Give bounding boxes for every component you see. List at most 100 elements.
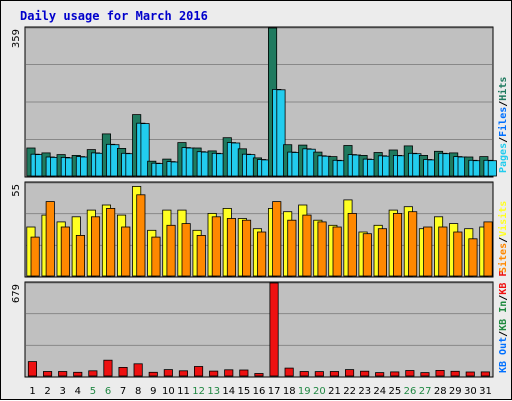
bar-sites	[241, 219, 252, 277]
legend: KB Out/KB In/KB F	[498, 271, 509, 373]
bar-sites	[468, 238, 478, 277]
bar-sites	[91, 216, 101, 277]
x-tick-label: 2	[44, 386, 50, 397]
bar-sites	[30, 236, 40, 277]
bar-kb-f	[148, 371, 158, 377]
bar-pages	[276, 89, 286, 177]
bar-kb-f	[254, 373, 264, 377]
bar-sites	[196, 234, 206, 277]
bar-sites	[377, 228, 387, 277]
x-tick-label: 31	[479, 386, 492, 397]
bar-sites	[362, 233, 372, 277]
bar-kb-f	[118, 366, 128, 377]
x-tick-label: 28	[434, 386, 447, 397]
bar-kb-f	[88, 370, 98, 377]
x-tick-label: 24	[373, 386, 386, 397]
y-max-label: 679	[11, 284, 22, 303]
legend-entry: Sites	[497, 243, 509, 273]
bar-sites	[181, 223, 191, 277]
kbytes-panel: 679 KB Out/KB In/KB F	[11, 271, 509, 378]
bar-kb-f	[224, 369, 234, 377]
x-tick-label: 11	[177, 386, 190, 397]
bar-kb-f	[284, 367, 294, 377]
bar-sites	[121, 226, 131, 277]
bar-sites	[60, 226, 70, 277]
bar-kb-f	[375, 372, 385, 377]
bar-kb-f	[390, 371, 400, 377]
bar-kb-f	[193, 366, 204, 377]
bar-kb-f	[43, 371, 53, 377]
x-tick-label: 27	[419, 386, 432, 397]
bar-sites	[453, 231, 463, 277]
legend-entry: KB Out	[498, 337, 509, 373]
x-tick-label: 5	[90, 386, 96, 397]
x-tick-label: 7	[120, 386, 126, 397]
bar-kb-f	[178, 370, 189, 377]
bar-sites	[211, 216, 221, 277]
y-max-label: 359	[11, 29, 22, 48]
legend-entry: KB In	[498, 301, 509, 331]
legend-separator: /	[498, 331, 509, 337]
legend-separator: /	[498, 237, 509, 243]
bar-sites	[408, 211, 418, 277]
chart-title: Daily usage for March 2016	[20, 9, 208, 23]
x-tick-label: 15	[238, 386, 251, 397]
bar-kb-f	[133, 363, 143, 377]
bar-sites	[423, 226, 433, 277]
bar-kb-f	[58, 371, 68, 377]
legend-entry: Files	[497, 107, 509, 137]
legend-separator: /	[498, 101, 509, 107]
bar-sites	[166, 224, 176, 277]
bar-kb-f	[314, 371, 324, 377]
bar-kb-f	[360, 370, 370, 377]
x-tick-label: 14	[222, 386, 235, 397]
legend-separator: /	[498, 137, 509, 143]
bar-sites	[347, 212, 357, 277]
bar-kb-f	[269, 282, 279, 377]
bar-pages	[140, 123, 150, 177]
x-tick-label: 10	[162, 386, 175, 397]
bar-sites	[106, 207, 116, 277]
legend: Sites/Visits	[497, 201, 509, 273]
x-tick-label: 29	[449, 386, 462, 397]
bar-kb-f	[209, 370, 219, 377]
x-axis-labels: 1 2 3 4 5 6 7 8 9 10 11 12 13 14 15 16 17 18 19 20 21 22 23 24 2…	[29, 386, 492, 397]
x-tick-label: 8	[135, 386, 141, 397]
legend-entry: Hits	[497, 77, 509, 101]
x-tick-label: 23	[358, 386, 371, 397]
bar-pages	[487, 160, 497, 177]
bar-kb-f	[344, 369, 355, 377]
x-tick-label: 19	[298, 386, 311, 397]
bar-kb-f	[103, 359, 113, 377]
bar-sites	[302, 214, 312, 277]
x-tick-label: 1	[29, 386, 35, 397]
x-tick-label: 17	[268, 386, 281, 397]
x-tick-label: 12	[192, 386, 205, 397]
legend-entry: Visits	[497, 201, 509, 237]
bar-sites	[272, 201, 282, 277]
y-max-label: 55	[11, 184, 22, 197]
bar-sites	[332, 226, 342, 277]
bar-sites	[151, 236, 161, 277]
bar-sites	[136, 194, 146, 277]
x-tick-label: 9	[150, 386, 156, 397]
bar-kb-f	[435, 369, 445, 377]
bar-sites	[45, 201, 55, 277]
bar-sites	[226, 218, 237, 277]
x-tick-label: 25	[389, 386, 402, 397]
x-tick-label: 18	[283, 386, 296, 397]
bar-sites	[392, 212, 403, 277]
bar-kb-f	[329, 371, 339, 377]
legend-entry: Pages	[498, 143, 509, 173]
bar-sites	[287, 219, 297, 277]
legend-separator: /	[498, 295, 509, 301]
bar-sites	[438, 226, 448, 277]
x-tick-label: 6	[105, 386, 111, 397]
bar-sites	[483, 221, 493, 277]
bar-kb-f	[163, 369, 173, 377]
x-tick-label: 13	[207, 386, 220, 397]
visits-sites-panel: 55 Sites/Visits	[11, 181, 509, 278]
